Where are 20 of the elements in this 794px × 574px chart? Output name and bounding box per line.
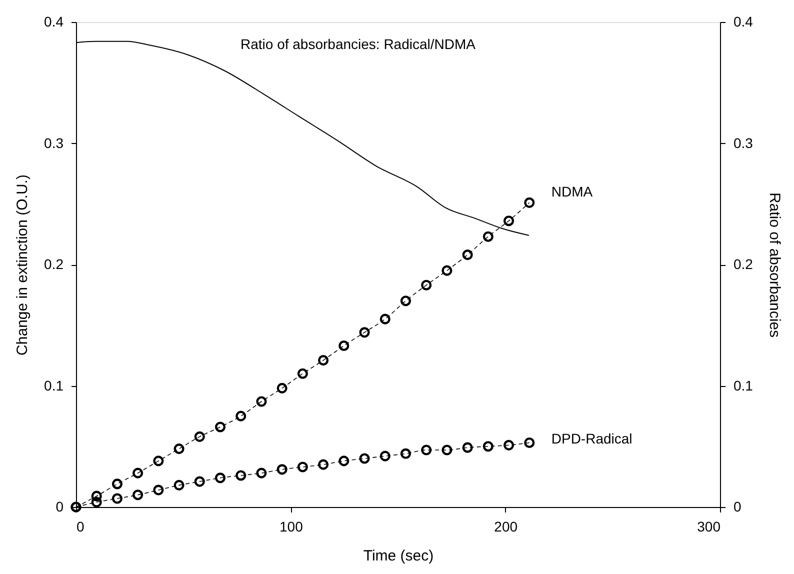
- series-label: NDMA: [551, 184, 594, 200]
- series-label: Ratio of absorbancies: Radical/NDMA: [240, 36, 476, 52]
- y-tick-label: 0.1: [44, 377, 64, 394]
- x-axis-title: Time (sec): [363, 548, 434, 564]
- x-tick-label: 200: [494, 518, 518, 534]
- y-tick-label: 0: [56, 498, 64, 514]
- x-tick-label: 300: [697, 518, 721, 534]
- y-tick-label: 0.2: [44, 256, 64, 272]
- series-label: DPD-Radical: [551, 430, 632, 447]
- y2-tick-label: 0.1: [734, 377, 754, 394]
- y2-tick-label: 0.2: [734, 256, 754, 272]
- y2-tick-label: 0.4: [734, 14, 754, 30]
- y2-axis-title: Ratio of absorbancies: [766, 192, 783, 338]
- y2-tick-label: 0: [734, 498, 742, 514]
- y-axis-title: Change in extinction (O.U.): [14, 174, 32, 356]
- x-tick-label: 100: [279, 518, 304, 534]
- y-tick-label: 0.3: [44, 134, 64, 151]
- y2-tick-label: 0.3: [734, 134, 754, 151]
- x-tick-label: 0: [76, 518, 84, 534]
- y-tick-label: 0.4: [44, 14, 64, 30]
